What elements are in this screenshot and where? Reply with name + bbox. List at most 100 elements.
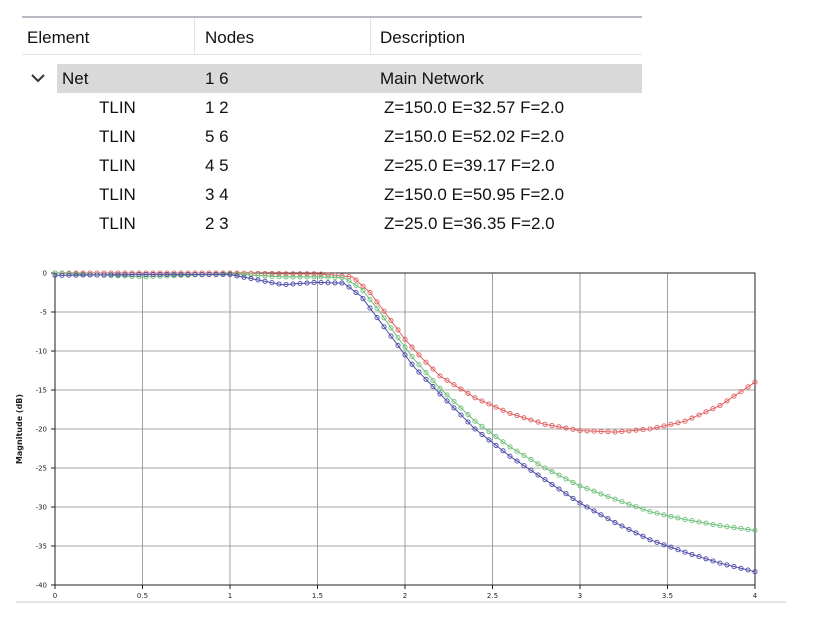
series-marker (563, 425, 569, 431)
column-header-nodes[interactable]: Nodes (205, 28, 255, 47)
element-name: TLIN (99, 214, 136, 233)
series-marker (661, 542, 667, 548)
series-marker (577, 428, 583, 434)
series-marker (276, 271, 282, 277)
tree-row-tlin[interactable]: TLIN 4 5 Z=25.0 E=39.17 F=2.0 (22, 151, 642, 180)
series-marker (178, 272, 184, 278)
series-marker (612, 520, 618, 526)
series-marker (444, 377, 450, 383)
series-marker (143, 272, 149, 278)
column-divider[interactable] (370, 18, 371, 54)
series-marker (311, 280, 317, 286)
series-marker (206, 272, 212, 278)
series-marker (325, 274, 331, 280)
series-marker (668, 544, 674, 550)
series-marker (374, 299, 380, 305)
tree-row-tlin[interactable]: TLIN 1 2 Z=150.0 E=32.57 F=2.0 (22, 93, 642, 122)
tree-row-tlin[interactable]: TLIN 5 6 Z=150.0 E=52.02 F=2.0 (22, 122, 642, 151)
series-marker (458, 386, 464, 392)
series-marker (717, 403, 723, 409)
series-marker (640, 506, 646, 512)
series-marker (521, 463, 527, 469)
series-marker (353, 289, 359, 295)
series-marker (199, 272, 205, 278)
series-marker (241, 274, 247, 280)
series-marker (675, 420, 681, 426)
column-divider[interactable] (194, 18, 195, 54)
plot-background (0, 258, 820, 628)
series-marker (136, 270, 142, 276)
series-marker (535, 472, 541, 478)
series-marker (598, 512, 604, 518)
series-marker (633, 427, 639, 433)
chevron-down-icon[interactable] (29, 68, 47, 88)
series-marker (745, 526, 751, 533)
series-marker (304, 271, 310, 277)
data-series (52, 270, 758, 533)
series-marker (703, 556, 709, 562)
series-marker (486, 428, 492, 435)
series-marker (360, 288, 366, 294)
series-marker (255, 277, 261, 283)
series-marker (318, 271, 324, 277)
data-series (52, 272, 758, 575)
series-marker (164, 272, 170, 278)
series-marker (52, 272, 58, 278)
series-marker (605, 516, 611, 522)
series-marker (472, 426, 478, 432)
series-marker (402, 336, 408, 342)
series-marker (108, 272, 114, 278)
series-marker (619, 428, 625, 435)
x-tick-label: 1.5 (312, 592, 323, 600)
element-description: Z=150.0 E=52.02 F=2.0 (384, 127, 565, 146)
y-tick-label: -15 (36, 387, 47, 395)
series-marker (675, 515, 681, 521)
element-nodes: 5 6 (205, 127, 229, 146)
series-marker (521, 452, 527, 458)
series-marker (290, 271, 296, 277)
series-marker (591, 488, 597, 494)
series-marker (465, 412, 471, 418)
series-marker (269, 271, 275, 277)
series-marker (710, 558, 716, 564)
series-marker (430, 384, 436, 390)
magnitude-plot: 0 0.5 1 1.5 2 2.5 3 3.5 4 0 -5 -10 -15 -20 -25 -30 -35 -… (0, 258, 820, 628)
series-marker (563, 476, 569, 482)
element-nodes: 1 6 (205, 69, 229, 88)
series-marker (164, 270, 170, 276)
series-marker (73, 272, 79, 278)
series-marker (640, 533, 646, 539)
series-marker (423, 370, 429, 376)
tree-row-net[interactable]: Net 1 6 Main Network (22, 64, 642, 93)
series-marker (458, 405, 464, 411)
series-marker (66, 271, 72, 277)
series-marker (171, 272, 177, 278)
y-tick-label: -35 (36, 543, 47, 551)
series-marker (584, 428, 590, 434)
series-marker (486, 401, 492, 407)
tree-row-tlin[interactable]: TLIN 3 4 Z=150.0 E=50.95 F=2.0 (22, 180, 642, 209)
series-marker (661, 512, 667, 518)
series-marker (577, 500, 583, 506)
column-header-element[interactable]: Element (27, 28, 90, 47)
x-tick-label: 1 (228, 592, 232, 600)
series-marker (101, 272, 107, 278)
series-marker (304, 280, 310, 286)
series-marker (605, 493, 611, 500)
column-header-description[interactable]: Description (380, 28, 466, 47)
series-marker (507, 410, 513, 416)
series-marker (395, 335, 401, 341)
series-marker (647, 426, 653, 432)
series-marker (591, 508, 597, 514)
series-marker (724, 398, 730, 404)
series-marker (549, 423, 555, 429)
series-marker (682, 418, 688, 424)
series-marker (430, 377, 436, 384)
series-marker (283, 271, 289, 277)
series-marker (556, 424, 562, 430)
element-description: Z=25.0 E=36.35 F=2.0 (384, 214, 555, 233)
series-marker (451, 405, 457, 411)
series-marker (486, 437, 492, 443)
tree-row-tlin[interactable]: TLIN 2 3 Z=25.0 E=36.35 F=2.0 (22, 209, 642, 238)
y-tick-label: -20 (36, 426, 47, 434)
